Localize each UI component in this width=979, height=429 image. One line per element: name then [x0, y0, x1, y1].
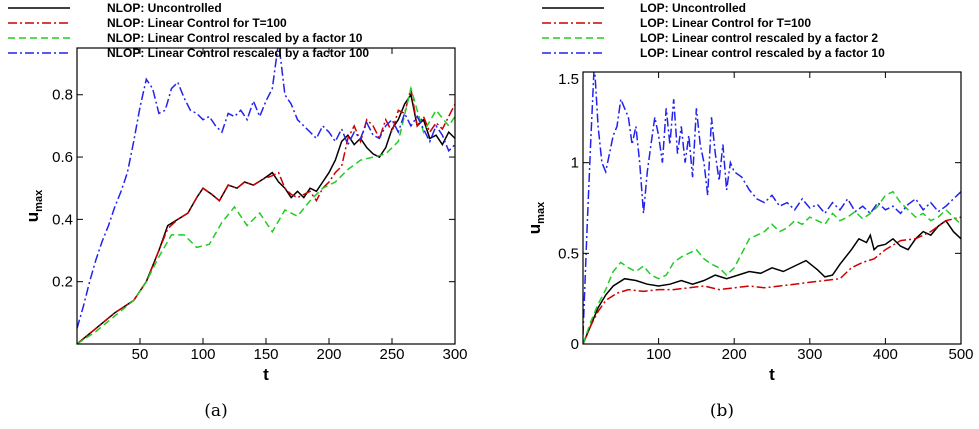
series-line-4: [77, 48, 455, 329]
x-tick-label: 250: [379, 346, 404, 363]
y-tick-label: 0.2: [52, 274, 73, 291]
x-axis-label: t: [769, 365, 775, 384]
panel-caption: (a): [204, 401, 227, 421]
series-line-3: [77, 85, 455, 344]
x-tick-label: 500: [948, 346, 973, 363]
series-line-4: [583, 72, 961, 335]
plot-frame: [582, 71, 962, 345]
y-axis-label-main: u: [23, 212, 42, 222]
y-axis-label-main: u: [525, 224, 544, 234]
legend-label-1: LOP: Uncontrolled: [640, 1, 746, 15]
x-tick-label: 100: [646, 346, 671, 363]
legend-label-2: LOP: Linear Control for T=100: [640, 16, 811, 30]
legend-label-3: NLOP: Linear Control rescaled by a facto…: [107, 31, 363, 45]
panel-caption: (b): [710, 401, 734, 421]
series-line-3: [583, 190, 961, 344]
y-tick-label: 0.5: [558, 245, 579, 262]
x-axis-label: t: [263, 365, 269, 384]
x-tick-label: 200: [722, 346, 747, 363]
y-axis-label-subscript: max: [535, 201, 547, 224]
series-line-1: [583, 219, 961, 344]
series-line-2: [583, 216, 961, 344]
chart-panel-b: 100 200 300 400 500 0 0.5 1 1.5 t umax LOP: Uncontr…: [525, 1, 974, 421]
y-tick-label: 0.6: [52, 149, 73, 166]
chart-panel-a: 50 100 150 200 250 300 0.2 0.4 0.6 0.8 t umax NLOP: …: [8, 1, 468, 421]
y-tick-label: 1: [571, 155, 579, 172]
legend-label-4: LOP: Linear control rescaled by a factor…: [640, 46, 885, 60]
y-axis-label: umax: [525, 201, 547, 234]
x-tick-label: 300: [797, 346, 822, 363]
y-tick-label: 0.4: [52, 211, 73, 228]
series-line-2: [77, 88, 455, 344]
legend-label-4: NLOP: Linear Control rescaled by a facto…: [107, 46, 369, 60]
x-tick-label: 200: [316, 346, 341, 363]
y-tick-label: 0.8: [52, 87, 73, 104]
y-axis-label: umax: [23, 189, 45, 222]
y-tick-label: 0: [571, 336, 579, 353]
y-axis-label-subscript: max: [33, 189, 45, 212]
y-tick-label: 1.5: [558, 71, 579, 88]
x-tick-label: 50: [132, 346, 149, 363]
x-tick-label: 100: [190, 346, 215, 363]
legend-label-1: NLOP: Uncontrolled: [107, 1, 222, 15]
x-tick-label: 150: [253, 346, 278, 363]
x-tick-label: 400: [873, 346, 898, 363]
x-tick-label: 300: [442, 346, 467, 363]
legend-label-2: NLOP: Linear Control for T=100: [107, 16, 287, 30]
legend-label-3: LOP: Linear control rescaled by a factor…: [640, 31, 878, 45]
